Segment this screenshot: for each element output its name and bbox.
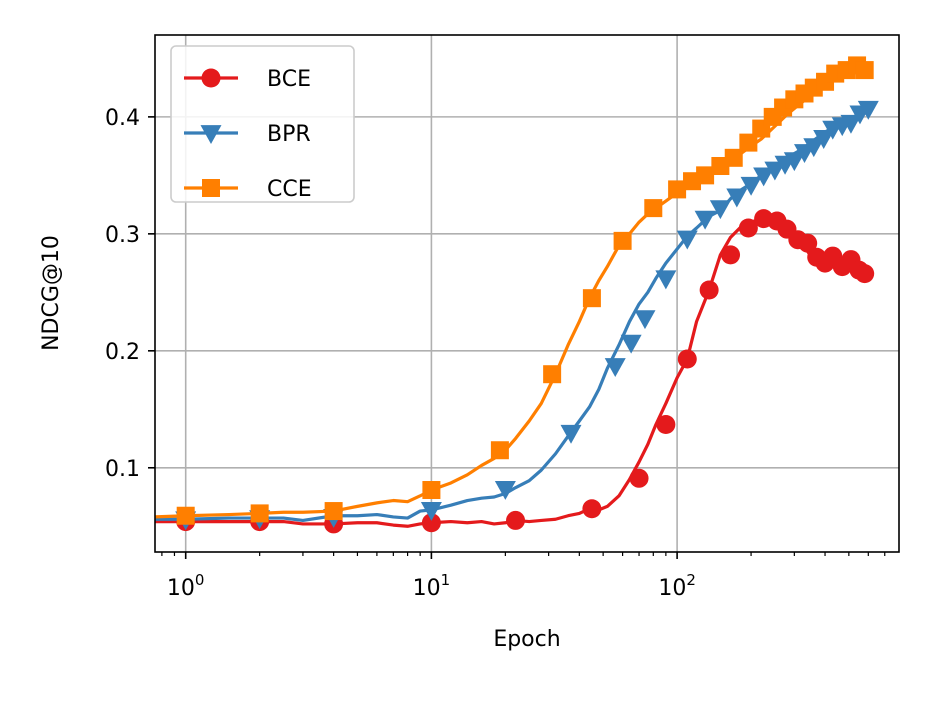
x-tick-exponent: 0 <box>195 571 205 589</box>
data-point-bpr <box>764 161 786 181</box>
data-point-bpr <box>740 176 762 196</box>
data-point-bpr <box>655 270 677 290</box>
data-point-cce <box>739 133 758 152</box>
data-point-cce <box>724 148 743 167</box>
data-point-cce <box>490 441 509 460</box>
x-tick-label: 101 <box>413 571 451 601</box>
data-point-bpr <box>857 100 879 120</box>
data-point-bce <box>506 510 526 530</box>
data-point-bce <box>582 499 602 519</box>
x-tick-exponent: 2 <box>686 571 696 589</box>
y-tick-label: 0.2 <box>105 340 140 365</box>
data-point-bce <box>699 280 719 300</box>
data-point-bpr <box>709 200 731 220</box>
legend: BCE BPR CCE <box>170 45 355 203</box>
legend-box <box>170 45 355 203</box>
y-tick-label: 0.4 <box>105 106 140 131</box>
data-point-cce <box>582 289 601 308</box>
data-point-cce <box>250 504 269 523</box>
x-tick-label: 102 <box>658 571 696 601</box>
data-point-cce <box>668 180 687 199</box>
data-point-bce <box>721 245 741 265</box>
legend-marker-bce <box>201 68 221 88</box>
data-point-bce <box>656 415 676 435</box>
legend-item-cce: CCE <box>184 177 312 202</box>
data-point-bpr <box>753 167 775 187</box>
legend-item-bpr: BPR <box>184 122 311 147</box>
plot-frame <box>154 34 900 553</box>
data-point-cce <box>422 481 441 500</box>
x-tick-base: 10 <box>167 576 195 601</box>
legend-marker-cce <box>202 179 220 197</box>
series-cce <box>155 56 874 525</box>
legend-label-bpr: BPR <box>267 122 311 147</box>
y-tick-label: 0.1 <box>105 457 140 482</box>
data-point-bce <box>855 264 875 284</box>
y-tick-label: 0.3 <box>105 223 140 248</box>
data-point-bpr <box>494 480 516 500</box>
legend-item-bce: BCE <box>184 67 311 92</box>
data-point-bce <box>677 349 697 369</box>
data-point-bpr <box>726 188 748 208</box>
data-point-bce <box>421 513 441 533</box>
x-tick-label: 100 <box>167 571 205 601</box>
data-point-cce <box>324 502 343 521</box>
data-point-bce <box>738 218 758 238</box>
plot-series <box>155 56 879 534</box>
x-tick-base: 10 <box>413 576 441 601</box>
x-tick-base: 10 <box>658 576 686 601</box>
data-point-bpr <box>620 334 642 354</box>
data-point-bpr <box>676 230 698 250</box>
legend-label-cce: CCE <box>267 177 312 202</box>
data-point-cce <box>543 365 562 384</box>
legend-label-bce: BCE <box>267 67 311 92</box>
data-point-cce <box>613 231 632 250</box>
data-point-bpr <box>634 310 656 330</box>
data-point-cce <box>696 166 715 185</box>
data-point-bpr <box>840 114 862 134</box>
x-tick-exponent: 1 <box>441 571 451 589</box>
data-point-bpr <box>783 152 805 172</box>
data-point-bce <box>629 468 649 488</box>
series-bpr <box>155 100 879 531</box>
data-point-cce <box>855 61 874 80</box>
legend-marker-bpr <box>200 125 222 145</box>
data-point-bpr <box>813 130 835 149</box>
data-point-bpr <box>803 138 825 158</box>
y-axis-label: NDCG@10 <box>39 235 64 351</box>
data-point-bpr <box>694 210 716 230</box>
series-line-cce <box>155 67 869 519</box>
data-point-bpr <box>560 424 582 444</box>
data-point-bpr <box>420 502 442 521</box>
data-point-cce <box>644 199 663 218</box>
data-point-cce <box>176 506 195 525</box>
x-axis-label: Epoch <box>493 627 560 652</box>
data-point-bce <box>798 233 818 253</box>
data-point-bpr <box>604 358 626 378</box>
